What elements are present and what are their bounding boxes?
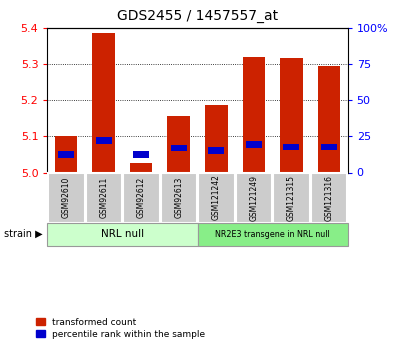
Bar: [284, 144, 299, 150]
Text: GSM92612: GSM92612: [137, 177, 146, 218]
Text: GSM92613: GSM92613: [174, 177, 183, 218]
Text: GSM121249: GSM121249: [249, 175, 258, 220]
Bar: [55, 136, 77, 172]
Bar: [96, 137, 111, 144]
Text: NR2E3 transgene in NRL null: NR2E3 transgene in NRL null: [215, 230, 330, 239]
Bar: [243, 57, 265, 172]
Text: NRL null: NRL null: [101, 229, 144, 239]
Bar: [318, 66, 340, 172]
Legend: transformed count, percentile rank within the sample: transformed count, percentile rank withi…: [36, 318, 205, 339]
Bar: [58, 151, 74, 158]
Text: strain ▶: strain ▶: [4, 229, 43, 239]
Bar: [92, 33, 115, 172]
Bar: [134, 151, 149, 158]
Bar: [246, 141, 261, 148]
Bar: [209, 147, 224, 154]
Text: GSM92610: GSM92610: [62, 177, 71, 218]
Bar: [130, 164, 152, 172]
Text: GSM121242: GSM121242: [212, 175, 221, 220]
Bar: [280, 58, 303, 172]
Text: GSM121316: GSM121316: [324, 175, 333, 220]
Bar: [205, 106, 228, 172]
Text: GSM92611: GSM92611: [99, 177, 108, 218]
Bar: [321, 144, 337, 150]
Bar: [171, 145, 186, 151]
Bar: [167, 116, 190, 172]
Text: GSM121315: GSM121315: [287, 175, 296, 220]
Text: GDS2455 / 1457557_at: GDS2455 / 1457557_at: [117, 9, 278, 23]
